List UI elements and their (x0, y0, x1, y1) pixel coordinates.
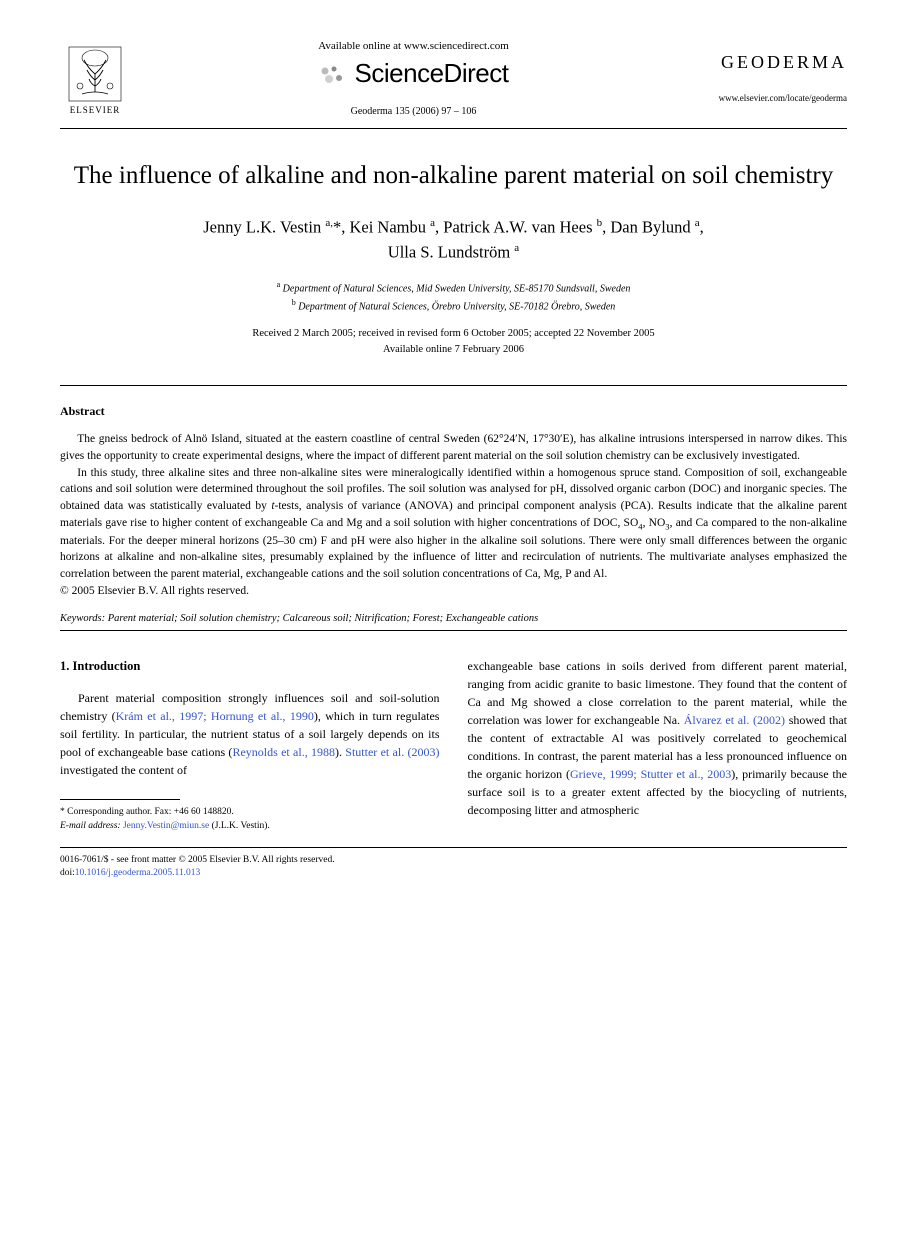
author-list: Jenny L.K. Vestin a,*, Kei Nambu a, Patr… (60, 215, 847, 266)
abstract-p2: In this study, three alkaline sites and … (60, 465, 847, 583)
abstract-top-rule (60, 385, 847, 386)
abstract-heading: Abstract (60, 404, 847, 419)
right-column: exchangeable base cations in soils deriv… (468, 657, 848, 833)
abstract-p1: The gneiss bedrock of Alnö Island, situa… (60, 431, 847, 464)
intro-right-p1: exchangeable base cations in soils deriv… (468, 657, 848, 819)
keywords-rule (60, 630, 847, 631)
affiliation-b: b Department of Natural Sciences, Örebro… (60, 297, 847, 314)
citation-grieve-stutter[interactable]: Grieve, 1999; Stutter et al., 2003 (570, 767, 731, 781)
intro-left-p1: Parent material composition strongly inf… (60, 689, 440, 779)
footnote-corr: * Corresponding author. Fax: +46 60 1488… (60, 806, 440, 819)
affiliation-a: a Department of Natural Sciences, Mid Sw… (60, 279, 847, 296)
keywords-label: Keywords: (60, 613, 105, 624)
elsevier-tree-icon (68, 46, 122, 102)
dates-received: Received 2 March 2005; received in revis… (60, 326, 847, 342)
footer-doi-label: doi: (60, 868, 75, 878)
body-columns: 1. Introduction Parent material composit… (60, 657, 847, 833)
left-column: 1. Introduction Parent material composit… (60, 657, 440, 833)
sciencedirect-logo: ScienceDirect (150, 58, 677, 92)
sciencedirect-text: ScienceDirect (355, 58, 509, 88)
citation-reynolds[interactable]: Reynolds et al., 1988 (232, 745, 335, 759)
page-footer: 0016-7061/$ - see front matter © 2005 El… (60, 854, 847, 881)
abstract-copyright: © 2005 Elsevier B.V. All rights reserved… (60, 585, 847, 597)
sciencedirect-icon (319, 65, 345, 92)
available-online-text: Available online at www.sciencedirect.co… (150, 40, 677, 52)
dates-online: Available online 7 February 2006 (60, 342, 847, 358)
footnote-email-label: E-mail address: (60, 821, 121, 831)
footer-doi[interactable]: 10.1016/j.geoderma.2005.11.013 (75, 868, 201, 878)
keywords-text: Parent material; Soil solution chemistry… (105, 613, 538, 624)
header-rule (60, 128, 847, 129)
footnote-email-who: (J.L.K. Vestin). (209, 821, 270, 831)
citation-kram-hornung[interactable]: Krám et al., 1997; Hornung et al., 1990 (116, 709, 314, 723)
intro-heading: 1. Introduction (60, 657, 440, 676)
citation-stutter[interactable]: Stutter et al. (2003) (345, 745, 439, 759)
footer-doi-line: doi:10.1016/j.geoderma.2005.11.013 (60, 867, 847, 880)
footnote-separator (60, 799, 180, 800)
footer-rule (60, 847, 847, 848)
center-header: Available online at www.sciencedirect.co… (130, 40, 697, 117)
right-header: GEODERMA www.elsevier.com/locate/geoderm… (697, 40, 847, 103)
keywords: Keywords: Parent material; Soil solution… (60, 613, 847, 624)
elsevier-label: ELSEVIER (70, 105, 121, 115)
article-title: The influence of alkaline and non-alkali… (60, 159, 847, 193)
corresponding-author-footnote: * Corresponding author. Fax: +46 60 1488… (60, 806, 440, 833)
geoderma-logo: GEODERMA (697, 52, 847, 73)
affiliations: a Department of Natural Sciences, Mid Sw… (60, 279, 847, 314)
article-dates: Received 2 March 2005; received in revis… (60, 326, 847, 358)
footnote-email-line: E-mail address: Jenny.Vestin@miun.se (J.… (60, 820, 440, 833)
page-header: ELSEVIER Available online at www.science… (60, 40, 847, 120)
abstract-body: The gneiss bedrock of Alnö Island, situa… (60, 431, 847, 582)
elsevier-logo: ELSEVIER (60, 40, 130, 120)
footer-copyright: 0016-7061/$ - see front matter © 2005 El… (60, 854, 847, 867)
journal-url: www.elsevier.com/locate/geoderma (697, 93, 847, 103)
journal-reference: Geoderma 135 (2006) 97 – 106 (150, 106, 677, 117)
citation-alvarez[interactable]: Álvarez et al. (2002) (684, 713, 785, 727)
footnote-email[interactable]: Jenny.Vestin@miun.se (123, 821, 209, 831)
